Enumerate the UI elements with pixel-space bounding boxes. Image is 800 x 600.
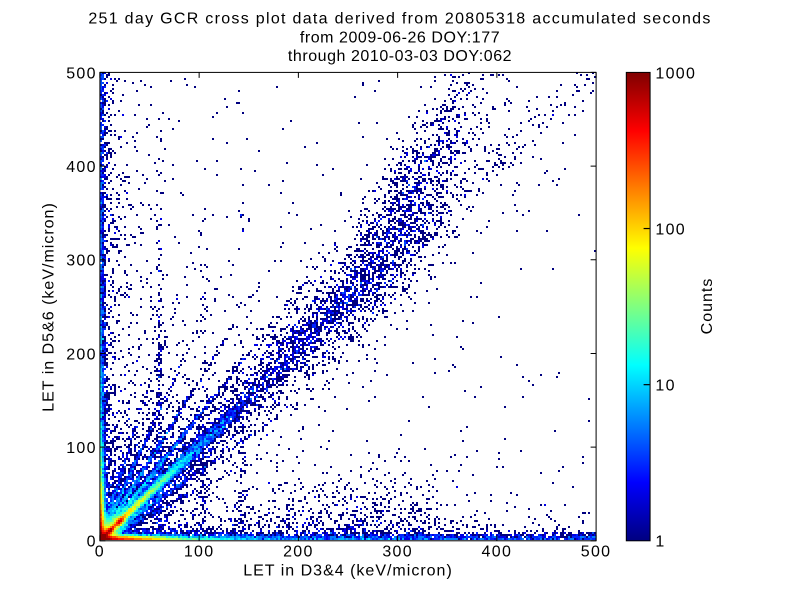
svg-text:LET in D3&4 (keV/micron): LET in D3&4 (keV/micron) — [243, 563, 453, 580]
svg-text:100: 100 — [655, 221, 686, 238]
svg-text:0: 0 — [87, 534, 97, 551]
svg-text:from 2009-06-26 DOY:177: from 2009-06-26 DOY:177 — [300, 30, 500, 47]
svg-text:200: 200 — [66, 346, 97, 363]
svg-text:400: 400 — [66, 159, 97, 176]
svg-text:400: 400 — [482, 543, 513, 560]
svg-text:200: 200 — [283, 543, 314, 560]
svg-text:LET in D5&6 (keV/micron): LET in D5&6 (keV/micron) — [41, 202, 58, 412]
svg-text:500: 500 — [66, 65, 97, 82]
svg-text:300: 300 — [66, 253, 97, 270]
svg-text:0: 0 — [95, 543, 105, 560]
svg-text:through 2010-03-03 DOY:062: through 2010-03-03 DOY:062 — [288, 48, 512, 65]
svg-text:300: 300 — [382, 543, 413, 560]
svg-text:1000: 1000 — [655, 65, 696, 82]
svg-text:100: 100 — [184, 543, 215, 560]
svg-text:251 day GCR cross plot data de: 251 day GCR cross plot data derived from… — [88, 11, 711, 28]
svg-text:1: 1 — [655, 534, 665, 551]
svg-text:500: 500 — [581, 543, 612, 560]
svg-text:10: 10 — [655, 378, 675, 395]
svg-text:100: 100 — [66, 440, 97, 457]
svg-text:Counts: Counts — [699, 278, 716, 335]
